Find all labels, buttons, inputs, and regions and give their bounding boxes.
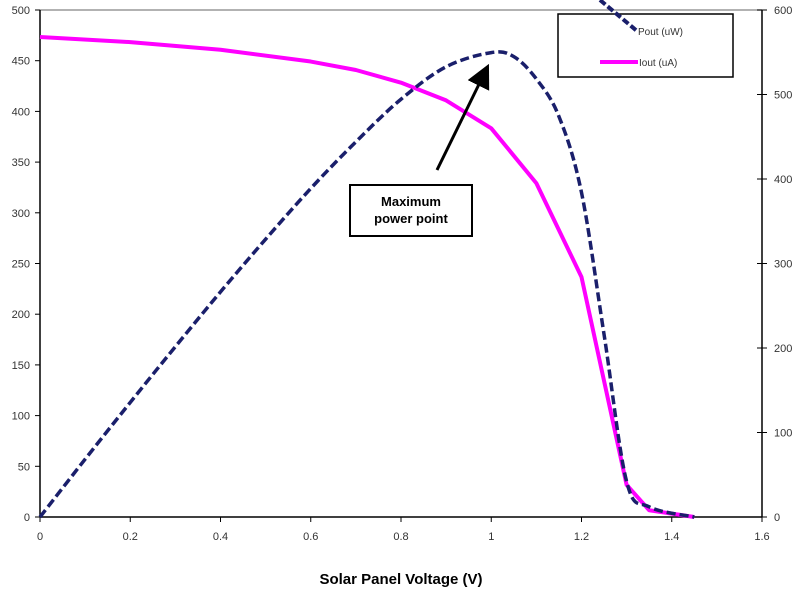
y-tick-label-right: 0 <box>774 512 780 524</box>
x-axis-label: Solar Panel Voltage (V) <box>319 571 482 588</box>
legend-label-pout: Pout (uW) <box>638 27 683 38</box>
y-tick-label-left: 500 <box>12 5 30 17</box>
series-group <box>40 37 694 517</box>
y-tick-label-left: 250 <box>12 259 30 271</box>
y-tick-label-left: 400 <box>12 106 30 118</box>
annotation: Maximum power point <box>350 72 485 236</box>
y-tick-label-left: 300 <box>12 208 30 220</box>
legend-label-iout: Iout (uA) <box>639 58 677 69</box>
x-tick-label: 1 <box>488 531 494 543</box>
y-tick-label-left: 50 <box>18 461 30 473</box>
y-tick-label-left: 100 <box>12 411 30 423</box>
y-tick-label-left: 150 <box>12 360 30 372</box>
y-tick-label-right: 100 <box>774 428 792 440</box>
y-tick-label-right: 300 <box>774 259 792 271</box>
annotation-line-2: power point <box>374 211 448 226</box>
x-tick-label: 0.8 <box>393 531 408 543</box>
x-tick-label: 0.4 <box>213 531 228 543</box>
series-line-pout <box>40 52 694 517</box>
y-tick-label-left: 0 <box>24 512 30 524</box>
x-tick-label: 1.2 <box>574 531 589 543</box>
y-tick-label-left: 200 <box>12 309 30 321</box>
annotation-line-1: Maximum <box>381 194 441 209</box>
y-tick-label-right: 200 <box>774 343 792 355</box>
y-tick-label-left: 350 <box>12 157 30 169</box>
x-tick-label: 0.2 <box>123 531 138 543</box>
legend: Pout (uW) Iout (uA) <box>558 0 733 77</box>
y-tick-label-left: 450 <box>12 56 30 68</box>
x-tick-label: 0.6 <box>303 531 318 543</box>
y-tick-label-right: 500 <box>774 90 792 102</box>
axes: 0 0.2 0.4 0.6 0.8 1 1.2 1.4 1.6 0 50 100 150 200 250 30… <box>12 5 793 543</box>
y-tick-label-right: 600 <box>774 5 792 17</box>
y-tick-label-right: 400 <box>774 174 792 186</box>
x-tick-label: 1.4 <box>664 531 679 543</box>
series-line-iout <box>40 37 694 517</box>
x-tick-label: 1.6 <box>754 531 769 543</box>
x-tick-label: 0 <box>37 531 43 543</box>
